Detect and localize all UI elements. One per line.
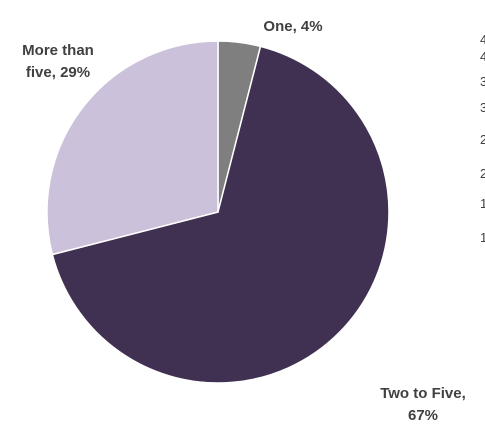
clipped-edge-char: 3: [480, 100, 485, 115]
slice-label-line: One, 4%: [263, 18, 322, 35]
slice-label: One, 4%: [263, 18, 322, 35]
slice-label-line: 67%: [408, 407, 438, 424]
slice-label-line: Two to Five,: [380, 385, 466, 402]
clipped-edge-char: 1: [480, 230, 485, 245]
pie-slice: [46, 40, 219, 256]
clipped-edge-char: 4: [480, 32, 485, 47]
clipped-edge-char: 1: [480, 196, 485, 211]
slice-label: More than five, 29%: [22, 42, 94, 81]
slice-label: Two to Five, 67%: [380, 385, 466, 424]
slice-label-line: five, 29%: [26, 64, 90, 81]
pie-labels: One, 4% Two to Five, 67% More than five, 29%: [22, 18, 466, 424]
clipped-edge-char: 4: [480, 49, 485, 64]
clipped-edge-text: 4 4 3 3 2 2 1 1: [480, 32, 485, 245]
clipped-edge-char: 3: [480, 74, 485, 89]
slice-label-line: More than: [22, 42, 94, 59]
clipped-edge-char: 2: [480, 132, 485, 147]
clipped-edge-char: 2: [480, 166, 485, 181]
pie-slice: [51, 45, 390, 384]
pie-slices: [46, 40, 390, 384]
